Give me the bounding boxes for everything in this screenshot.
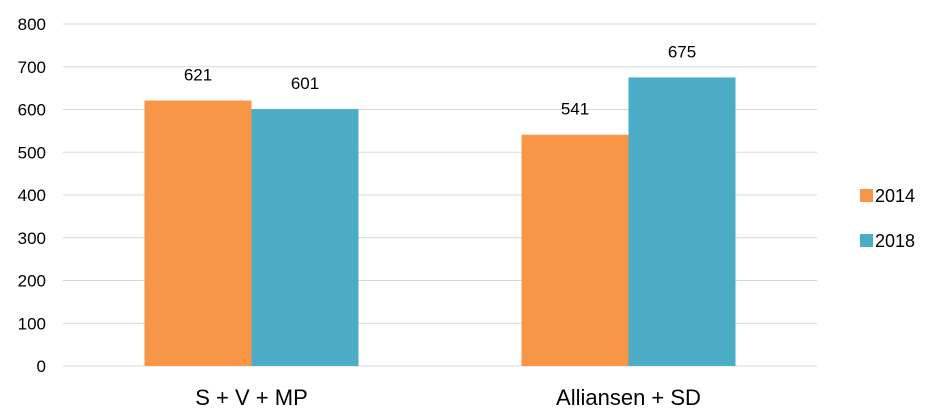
y-tick-label: 400 <box>18 186 46 205</box>
category-label: S + V + MP <box>195 385 308 410</box>
data-label: 541 <box>561 100 589 119</box>
bars <box>144 77 736 367</box>
y-tick-label: 500 <box>18 143 46 162</box>
legend-swatch-2014 <box>860 189 873 202</box>
x-axis-categories: S + V + MP Alliansen + SD <box>195 385 701 410</box>
data-label: 601 <box>291 74 319 93</box>
bar-2014-1 <box>521 134 629 366</box>
y-tick-label: 100 <box>18 314 46 333</box>
y-tick-label: 300 <box>18 229 46 248</box>
legend: 2014 2018 <box>860 186 915 251</box>
y-tick-label: 0 <box>37 357 46 376</box>
y-tick-label: 600 <box>18 101 46 120</box>
y-tick-label: 200 <box>18 272 46 291</box>
y-tick-label: 800 <box>18 15 46 34</box>
bar-2014-0 <box>144 100 252 367</box>
legend-swatch-2018 <box>860 234 873 247</box>
data-label: 675 <box>668 42 696 61</box>
y-axis-ticks: 0 100 200 300 400 500 600 700 800 <box>18 15 46 376</box>
y-tick-label: 700 <box>18 58 46 77</box>
data-labels: 621 601 541 675 <box>184 42 696 118</box>
data-label: 621 <box>184 66 212 85</box>
bar-2018-0 <box>251 109 359 366</box>
category-label: Alliansen + SD <box>556 385 701 410</box>
bar-2018-1 <box>628 77 736 366</box>
legend-label: 2018 <box>875 231 915 251</box>
legend-label: 2014 <box>875 186 915 206</box>
